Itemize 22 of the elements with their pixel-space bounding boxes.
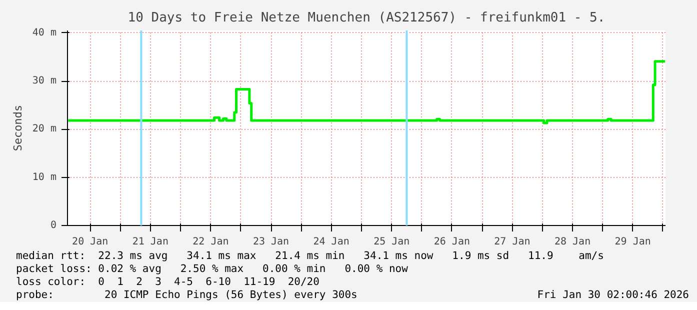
x-tick-label: 27 Jan — [494, 236, 530, 248]
x-tick-label: 22 Jan — [192, 236, 229, 248]
y-tick-label: 30 m — [32, 76, 57, 87]
text: probe: 20 ICMP Echo Pings (56 Bytes) every 300s — [16, 289, 358, 302]
text: packet loss: 0.02 % avg 2.50 % max 0.00 % min 0.00 % now — [16, 263, 408, 276]
x-tick-label: 25 Jan — [374, 236, 410, 248]
y-tick-label: 10 m — [32, 172, 57, 183]
x-tick-label: 21 Jan — [132, 236, 168, 248]
x-tick-label: 24 Jan — [313, 236, 350, 248]
y-tick-label: 40 m — [32, 27, 57, 38]
y-tick-label: 20 m — [32, 124, 57, 135]
x-tick-label: 26 Jan — [434, 236, 470, 248]
x-tick-label: 23 Jan — [252, 236, 290, 248]
x-tick-label: 28 Jan — [554, 236, 591, 248]
text: median rtt: 22.3 ms avg 34.1 ms max 21.4 ms min 34.1 ms now 1.9 ms sd 11.9 am/s — [16, 250, 604, 263]
y-tick-label: 0 — [50, 220, 57, 231]
y-axis-title: Seconds — [11, 104, 24, 152]
x-tick-label: 20 Jan — [72, 236, 108, 248]
x-tick-label: 29 Jan — [614, 236, 651, 248]
chart-title: 10 Days to Freie Netze Muenchen (AS212567) - freifunkm01 - 5. — [128, 10, 606, 26]
text: Fri Jan 30 02:00:46 2026 — [537, 289, 689, 302]
text: loss color: 0 1 2 3 4-5 6-10 11-19 20/20 — [16, 276, 320, 289]
